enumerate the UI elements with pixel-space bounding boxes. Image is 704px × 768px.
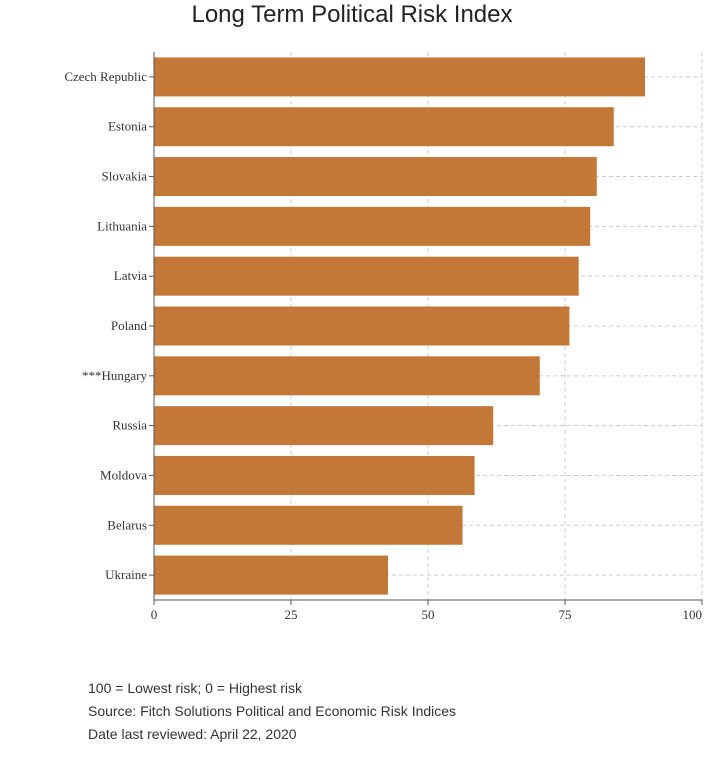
bar bbox=[154, 455, 475, 495]
x-axis-labels: 0 25 50 75 100 bbox=[151, 607, 702, 622]
y-tick-label: ***Hungary bbox=[82, 368, 147, 383]
y-tick-label: Czech Republic bbox=[64, 69, 147, 84]
bar bbox=[154, 505, 463, 545]
bar bbox=[154, 57, 646, 97]
footnotes: 100 = Lowest risk; 0 = Highest risk Sour… bbox=[88, 677, 456, 746]
bar bbox=[154, 406, 494, 446]
y-tick-label: Estonia bbox=[108, 119, 147, 134]
reviewed-note: Date last reviewed: April 22, 2020 bbox=[88, 726, 297, 742]
y-tick-label: Ukraine bbox=[105, 567, 147, 582]
bar-chart: Czech Republic Estonia Slovakia Lithuania La… bbox=[64, 52, 703, 622]
scale-note: 100 = Lowest risk; 0 = Highest risk bbox=[88, 680, 302, 696]
chart-title: Long Term Political Risk Index bbox=[191, 1, 513, 28]
x-tick-label: 25 bbox=[285, 607, 298, 622]
bar bbox=[154, 157, 597, 197]
y-tick-label: Latvia bbox=[114, 268, 147, 283]
y-axis-labels: Czech Republic Estonia Slovakia Lithuania La… bbox=[64, 69, 147, 582]
bar bbox=[154, 256, 579, 296]
bars bbox=[154, 57, 646, 595]
bar bbox=[154, 306, 570, 346]
bar bbox=[154, 206, 591, 246]
x-tick-label: 75 bbox=[559, 607, 572, 622]
y-tick-label: Slovakia bbox=[102, 169, 148, 184]
y-tick-label: Lithuania bbox=[97, 218, 147, 233]
bar bbox=[154, 356, 540, 396]
y-tick-label: Russia bbox=[112, 418, 147, 433]
x-tick-label: 50 bbox=[422, 607, 435, 622]
y-tick-label: Belarus bbox=[107, 517, 147, 532]
x-tick-label: 100 bbox=[683, 607, 703, 622]
bar bbox=[154, 555, 388, 595]
source-note: Source: Fitch Solutions Political and Ec… bbox=[88, 703, 457, 719]
axes bbox=[149, 52, 703, 605]
y-tick-label: Poland bbox=[111, 318, 148, 333]
y-tick-label: Moldova bbox=[100, 467, 147, 482]
bar bbox=[154, 107, 614, 147]
x-tick-label: 0 bbox=[151, 607, 158, 622]
